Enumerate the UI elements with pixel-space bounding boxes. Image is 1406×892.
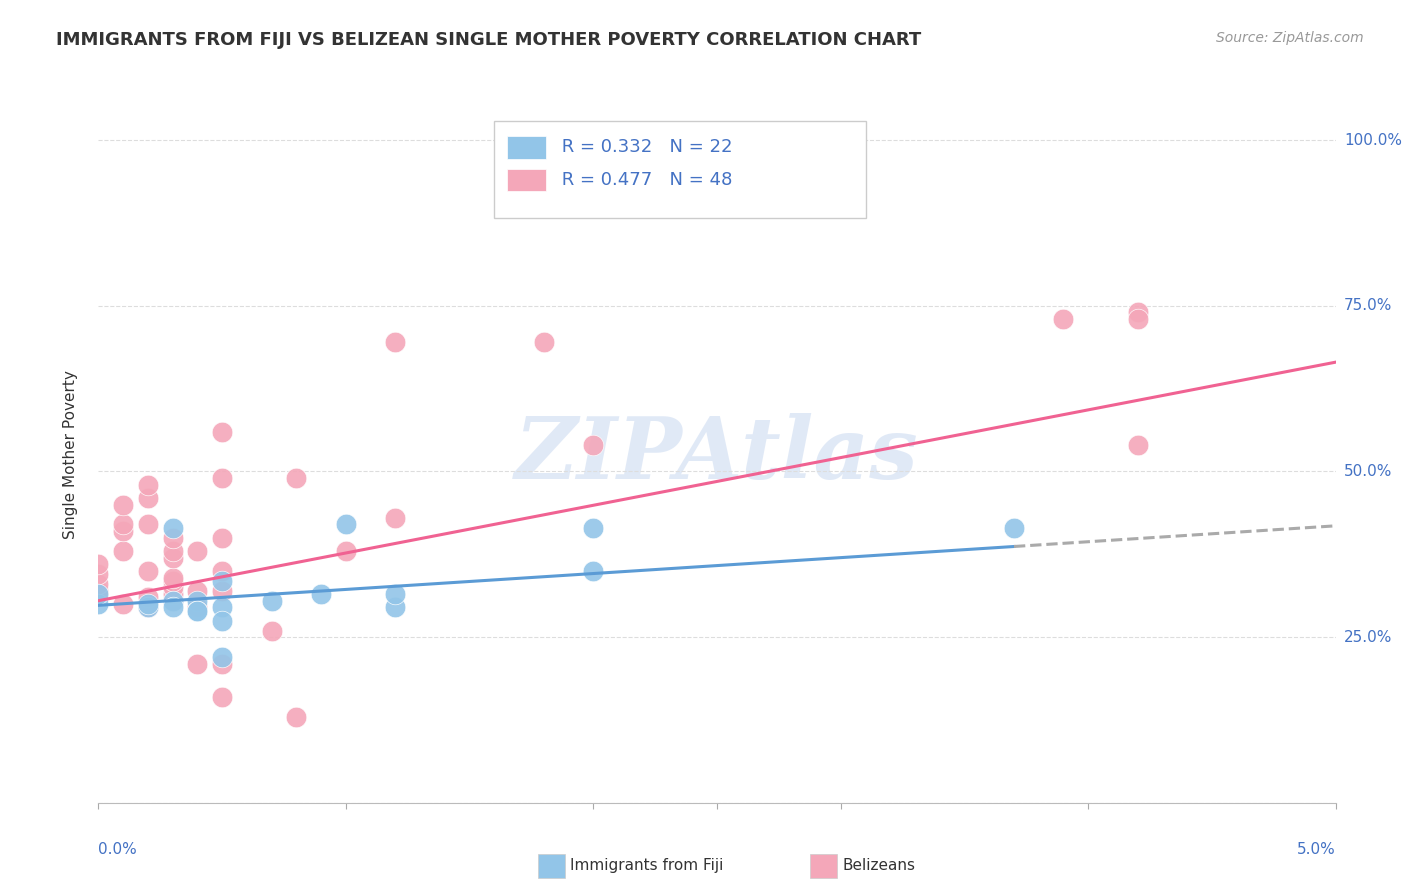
- Point: [136, 600, 159, 615]
- Point: [112, 597, 135, 611]
- Point: [1126, 305, 1149, 319]
- Point: [1002, 521, 1025, 535]
- Bar: [537, 855, 565, 878]
- Point: [211, 531, 233, 545]
- Point: [162, 581, 184, 595]
- Point: [186, 593, 208, 607]
- Point: [136, 477, 159, 491]
- Point: [136, 564, 159, 578]
- Point: [285, 471, 308, 485]
- Y-axis label: Single Mother Poverty: Single Mother Poverty: [63, 370, 77, 540]
- Point: [87, 587, 110, 601]
- Point: [211, 614, 233, 628]
- Point: [211, 471, 233, 485]
- Bar: [810, 855, 837, 878]
- Text: 0.0%: 0.0%: [98, 842, 138, 856]
- Point: [136, 591, 159, 605]
- Point: [335, 517, 357, 532]
- Point: [211, 583, 233, 598]
- Point: [162, 593, 184, 607]
- Point: [533, 335, 555, 350]
- Point: [582, 438, 605, 452]
- Point: [186, 583, 208, 598]
- Text: Immigrants from Fiji: Immigrants from Fiji: [569, 858, 723, 873]
- Point: [1126, 312, 1149, 326]
- Point: [830, 133, 852, 147]
- Point: [162, 587, 184, 601]
- Point: [87, 583, 110, 598]
- Text: 25.0%: 25.0%: [1344, 630, 1392, 645]
- Point: [211, 425, 233, 439]
- FancyBboxPatch shape: [506, 136, 547, 159]
- Point: [335, 544, 357, 558]
- Point: [112, 524, 135, 538]
- Point: [211, 657, 233, 671]
- Text: 75.0%: 75.0%: [1344, 298, 1392, 313]
- Point: [112, 544, 135, 558]
- Point: [162, 574, 184, 588]
- Point: [87, 567, 110, 582]
- Point: [87, 577, 110, 591]
- Point: [186, 544, 208, 558]
- Text: 100.0%: 100.0%: [1344, 133, 1402, 148]
- Point: [384, 587, 406, 601]
- Point: [162, 521, 184, 535]
- Point: [1052, 312, 1074, 326]
- Point: [162, 531, 184, 545]
- Point: [162, 570, 184, 584]
- Point: [136, 491, 159, 505]
- Point: [87, 558, 110, 572]
- Point: [1126, 438, 1149, 452]
- Point: [112, 517, 135, 532]
- Point: [87, 587, 110, 601]
- Point: [211, 600, 233, 615]
- Point: [260, 624, 283, 638]
- Point: [162, 593, 184, 607]
- Text: R = 0.332   N = 22: R = 0.332 N = 22: [557, 138, 733, 156]
- Point: [162, 600, 184, 615]
- Point: [384, 511, 406, 525]
- Text: 50.0%: 50.0%: [1344, 464, 1392, 479]
- Point: [136, 600, 159, 615]
- Point: [186, 657, 208, 671]
- Point: [211, 650, 233, 665]
- Point: [309, 587, 332, 601]
- Text: Source: ZipAtlas.com: Source: ZipAtlas.com: [1216, 31, 1364, 45]
- Point: [87, 597, 110, 611]
- Text: R = 0.477   N = 48: R = 0.477 N = 48: [557, 171, 733, 189]
- Point: [112, 498, 135, 512]
- Point: [162, 550, 184, 565]
- FancyBboxPatch shape: [506, 169, 547, 191]
- Point: [136, 517, 159, 532]
- Point: [582, 521, 605, 535]
- Point: [186, 600, 208, 615]
- Point: [384, 600, 406, 615]
- Point: [186, 604, 208, 618]
- Point: [162, 544, 184, 558]
- Point: [384, 335, 406, 350]
- Text: IMMIGRANTS FROM FIJI VS BELIZEAN SINGLE MOTHER POVERTY CORRELATION CHART: IMMIGRANTS FROM FIJI VS BELIZEAN SINGLE …: [56, 31, 921, 49]
- Point: [285, 709, 308, 723]
- Text: Belizeans: Belizeans: [842, 858, 915, 873]
- Point: [211, 574, 233, 588]
- Point: [260, 593, 283, 607]
- FancyBboxPatch shape: [495, 121, 866, 219]
- Point: [186, 604, 208, 618]
- Text: 5.0%: 5.0%: [1296, 842, 1336, 856]
- Text: ZIPAtlas: ZIPAtlas: [515, 413, 920, 497]
- Point: [211, 690, 233, 704]
- Point: [582, 564, 605, 578]
- Point: [136, 597, 159, 611]
- Point: [211, 564, 233, 578]
